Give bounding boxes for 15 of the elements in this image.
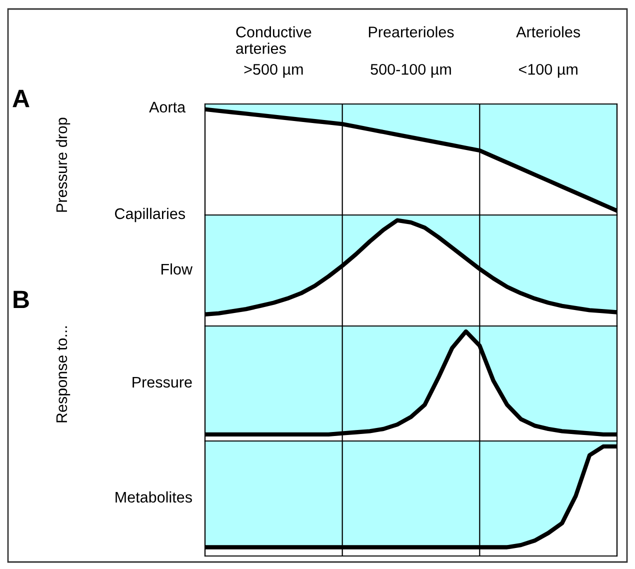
text: >500 µm [244,64,303,78]
text: B [14,290,29,308]
text: A [12,90,30,108]
text: Prearterioles [368,26,454,38]
text: Aorta [149,102,186,113]
text: Metabolites [116,491,192,503]
text: Conductive arteries [236,26,312,54]
text: 500-100 µm [370,64,451,78]
y-axis-title: Pressure drop [56,118,70,212]
text: Pressure [132,376,192,388]
text: Flow [162,263,193,275]
text: <100 µm [518,64,578,78]
text: Capillaries [115,208,186,222]
y-axis-title: Response to... [56,326,70,422]
text: Arterioles [516,26,580,38]
